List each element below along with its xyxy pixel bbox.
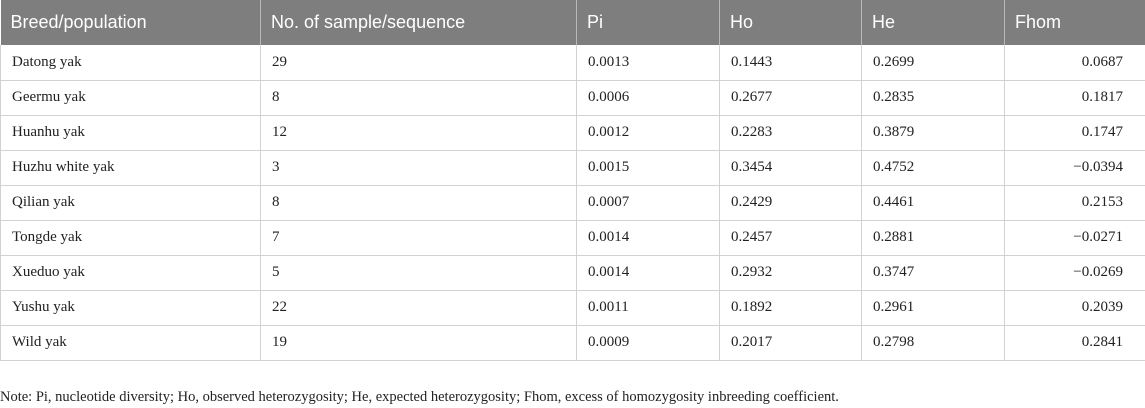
breed-cell: Wild yak: [0, 325, 261, 361]
table-row: Datong yak 29 0.0013 0.1443 0.2699 0.0687: [0, 45, 1145, 81]
table-row: Huzhu white yak 3 0.0015 0.3454 0.4752 −0.039…: [0, 150, 1145, 186]
ho-cell: 0.2932: [719, 255, 862, 291]
pi-cell: 0.0014: [576, 255, 720, 291]
ho-cell: 0.2677: [719, 80, 862, 116]
table-row: Huanhu yak 12 0.0012 0.2283 0.3879 0.1747: [0, 115, 1145, 151]
he-cell: 0.3879: [861, 115, 1005, 151]
fhom-cell: −0.0271: [1004, 220, 1145, 256]
ho-cell: 0.2017: [719, 325, 862, 361]
pi-cell: 0.0011: [576, 290, 720, 326]
header-row: Breed/population No. of sample/sequence …: [0, 0, 1145, 45]
ho-cell: 0.2429: [719, 185, 862, 221]
he-cell: 0.2699: [861, 45, 1005, 81]
fhom-cell: −0.0269: [1004, 255, 1145, 291]
sample-count-cell: 3: [260, 150, 577, 186]
breed-cell: Datong yak: [0, 45, 261, 81]
fhom-cell: 0.2153: [1004, 185, 1145, 221]
fhom-cell: 0.1747: [1004, 115, 1145, 151]
pi-cell: 0.0007: [576, 185, 720, 221]
header-fhom: Fhom: [1004, 0, 1145, 45]
sample-count-cell: 22: [260, 290, 577, 326]
he-cell: 0.2835: [861, 80, 1005, 116]
header-pi: Pi: [576, 0, 720, 45]
pi-cell: 0.0006: [576, 80, 720, 116]
fhom-cell: 0.2039: [1004, 290, 1145, 326]
ho-cell: 0.2283: [719, 115, 862, 151]
table-row: Qilian yak 8 0.0007 0.2429 0.4461 0.2153: [0, 185, 1145, 221]
pi-cell: 0.0013: [576, 45, 720, 81]
breed-cell: Geermu yak: [0, 80, 261, 116]
he-cell: 0.3747: [861, 255, 1005, 291]
breed-cell: Huzhu white yak: [0, 150, 261, 186]
he-cell: 0.2798: [861, 325, 1005, 361]
pi-cell: 0.0009: [576, 325, 720, 361]
he-cell: 0.2881: [861, 220, 1005, 256]
fhom-cell: −0.0394: [1004, 150, 1145, 186]
table-header: Breed/population No. of sample/sequence …: [0, 0, 1145, 45]
sample-count-cell: 29: [260, 45, 577, 81]
sample-count-cell: 5: [260, 255, 577, 291]
he-cell: 0.4752: [861, 150, 1005, 186]
header-breed-population: Breed/population: [10, 12, 147, 32]
he-cell: 0.2961: [861, 290, 1005, 326]
sample-count-cell: 12: [260, 115, 577, 151]
breed-cell: Qilian yak: [0, 185, 261, 221]
sample-count-cell: 7: [260, 220, 577, 256]
sample-count-cell: 8: [260, 185, 577, 221]
breed-cell: Huanhu yak: [0, 115, 261, 151]
pi-cell: 0.0014: [576, 220, 720, 256]
sample-count-cell: 8: [260, 80, 577, 116]
table-body: Datong yak 29 0.0013 0.1443 0.2699 0.0687 Geer…: [0, 45, 1145, 361]
pi-cell: 0.0015: [576, 150, 720, 186]
table-note: Note: Pi, nucleotide diversity; Ho, obse…: [0, 389, 839, 405]
diversity-table: Breed/population No. of sample/sequence …: [0, 0, 1145, 361]
he-cell: 0.4461: [861, 185, 1005, 221]
breed-cell: Tongde yak: [0, 220, 261, 256]
table-row: Tongde yak 7 0.0014 0.2457 0.2881 −0.0271: [0, 220, 1145, 256]
fhom-cell: 0.1817: [1004, 80, 1145, 116]
ho-cell: 0.1443: [719, 45, 862, 81]
table-row: Yushu yak 22 0.0011 0.1892 0.2961 0.2039: [0, 290, 1145, 326]
ho-cell: 0.2457: [719, 220, 862, 256]
ho-cell: 0.1892: [719, 290, 862, 326]
fhom-cell: 0.2841: [1004, 325, 1145, 361]
fhom-cell: 0.0687: [1004, 45, 1145, 81]
table-row: Xueduo yak 5 0.0014 0.2932 0.3747 −0.0269: [0, 255, 1145, 291]
header-sample-count: No. of sample/sequence: [260, 0, 577, 45]
header-ho: Ho: [719, 0, 862, 45]
breed-cell: Yushu yak: [0, 290, 261, 326]
table-row: Geermu yak 8 0.0006 0.2677 0.2835 0.1817: [0, 80, 1145, 116]
ho-cell: 0.3454: [719, 150, 862, 186]
header-he: He: [861, 0, 1005, 45]
breed-cell: Xueduo yak: [0, 255, 261, 291]
pi-cell: 0.0012: [576, 115, 720, 151]
table-row: Wild yak 19 0.0009 0.2017 0.2798 0.2841: [0, 325, 1145, 361]
sample-count-cell: 19: [260, 325, 577, 361]
